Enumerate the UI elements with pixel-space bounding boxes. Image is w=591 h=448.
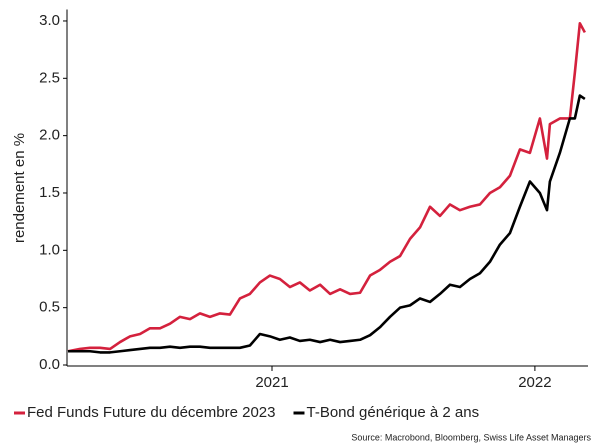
y-tick-label: 2.0 xyxy=(39,127,60,144)
y-axis-label: rendement en % xyxy=(11,133,28,243)
legend-label: Fed Funds Future du décembre 2023 xyxy=(27,404,275,421)
x-tick-label: 2021 xyxy=(255,374,288,391)
y-tick-label: 2.5 xyxy=(39,69,60,86)
y-tick-label: 0.5 xyxy=(39,299,60,316)
y-tick-label: 1.5 xyxy=(39,184,60,201)
legend-label: T-Bond générique à 2 ans xyxy=(306,404,479,421)
y-tick-label: 3.0 xyxy=(39,12,60,29)
series-line xyxy=(67,21,586,353)
series-line xyxy=(68,94,586,354)
source: Source: Macrobond, Bloomberg, Swiss Life… xyxy=(351,432,591,442)
y-tick-label: 0.0 xyxy=(39,356,60,373)
x-tick-label: 2022 xyxy=(518,374,551,391)
y-tick-label: 1.0 xyxy=(39,241,60,258)
